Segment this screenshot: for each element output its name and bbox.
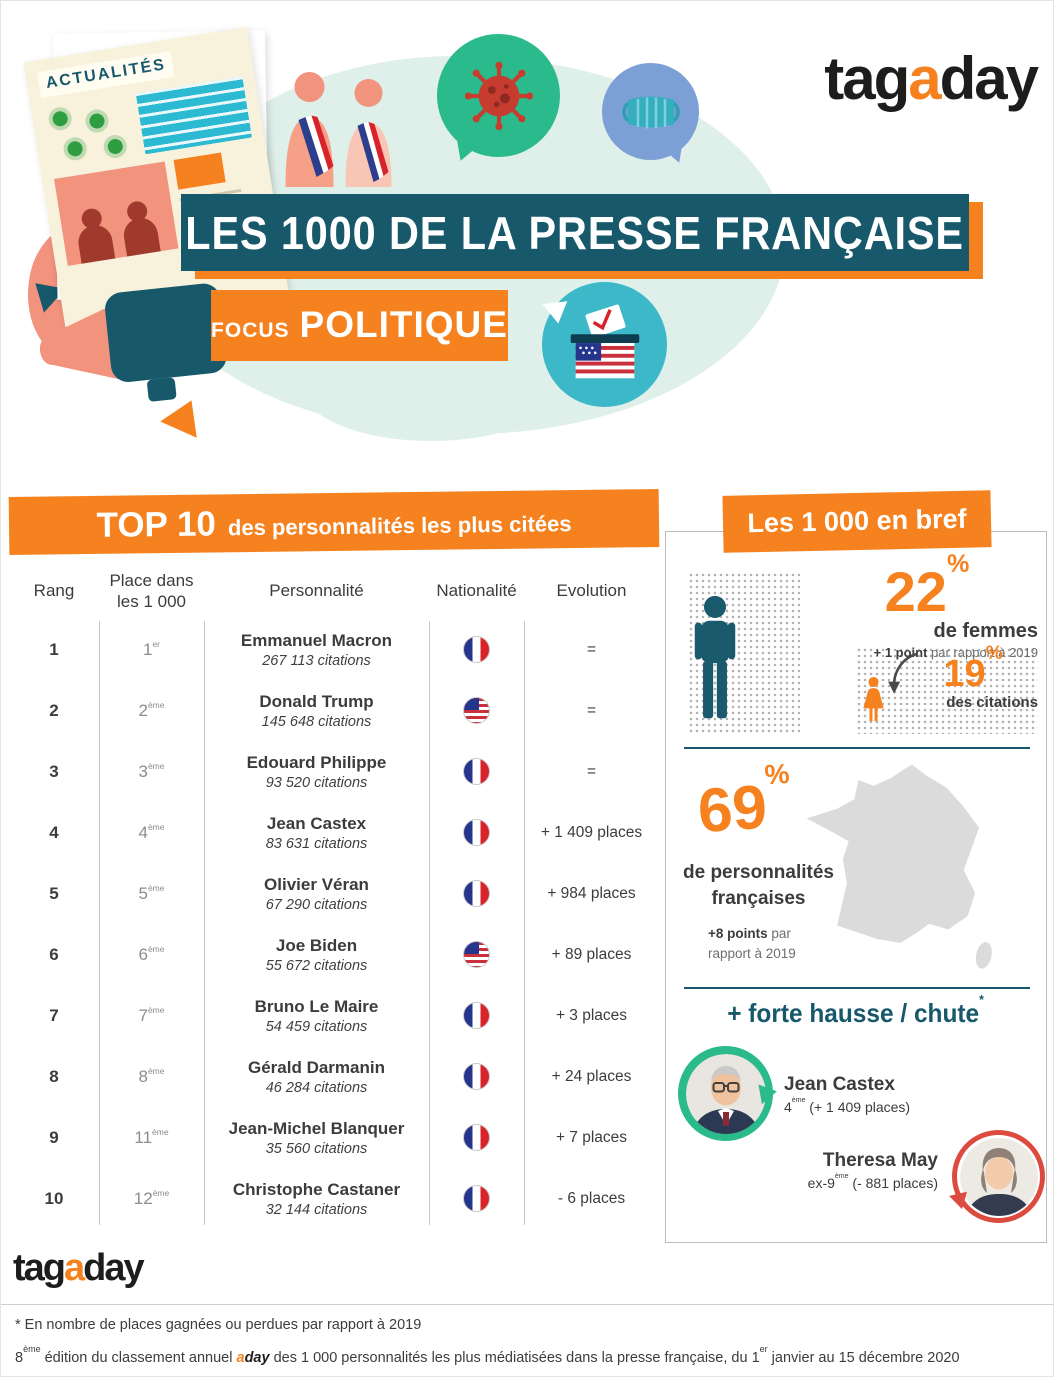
french-percentage: 69% [695,758,791,847]
flag-icon [463,941,490,968]
flag-icon [463,880,490,907]
women-note: + 1 point par rapport à 2019 [873,645,1038,660]
french-label: de personnalités françaises [683,862,834,909]
citations-percentage: 19% [943,643,1003,695]
flag-icon [463,1002,490,1029]
flag-icon [463,1185,490,1212]
top10-subtitle: des personnalités les plus citées [227,511,572,541]
column-header-personnalite: Personnalité [269,581,364,601]
castex-name: Jean Castex [784,1074,895,1095]
theresa-may-photo [959,1137,1038,1216]
may-highlight: Theresa May ex-9ème (- 881 places) [786,1150,938,1191]
flag-icon [463,1124,490,1151]
focus-title: POLITIQUE [299,304,508,345]
may-name: Theresa May [822,1150,938,1171]
flag-icon [463,636,490,663]
women-stat: 22% de femmes + 1 point par rapport à 20… [816,550,1039,660]
column-header-place: Place dans les 1 000 [109,570,194,611]
footnote-asterisk: * En nombre de places gagnées ou perdues… [15,1317,422,1333]
women-label: de femmes [933,620,1039,642]
women-percentage: 22% [884,550,970,623]
top10-title-banner: TOP 10 des personnalités les plus citées [8,489,660,555]
separator-line [684,987,1030,989]
column-separator [524,621,525,1225]
man-icon [694,595,736,719]
couple-icon [285,72,392,187]
separator-line [684,747,1030,749]
flag-icon [463,1063,490,1090]
may-highlight-bubble [952,1130,1045,1223]
column-header-evolution: Evolution [556,581,627,601]
citations-stat: 19% des citations [908,643,1038,711]
footer-divider [1,1304,1053,1305]
main-title: LES 1000 DE LA PRESSE FRANÇAISE [185,206,965,259]
megaphone-icon [39,283,227,402]
column-header-nationalite: Nationalité [436,581,517,601]
flag-icon [463,697,490,724]
column-header-rang: Rang [33,581,75,601]
flag-icon [463,758,490,785]
may-detail: ex-9ème (- 881 places) [807,1172,938,1191]
footer-tagaday-logo: tagaday [13,1247,145,1289]
virus-speech-bubble [437,34,560,157]
column-separator [204,621,205,1225]
mask-speech-bubble [602,63,699,160]
brief-panel: 22% de femmes + 1 point par rapport à 20… [665,531,1047,1243]
column-separator [99,621,100,1225]
newspaper-article-block [135,76,253,155]
hausse-chute-title: + forte hausse / chute* [727,991,985,1028]
jean-castex-photo [685,1053,766,1134]
brief-title: Les 1 000 en bref [747,503,967,539]
woman-icon [863,676,884,722]
curved-arrow-icon [888,652,918,694]
focus-label: FOCUS [211,319,290,342]
french-note: +8 points par rapport à 2019 [708,926,796,961]
virus-icon [464,61,533,130]
newspaper-photo-block [54,161,179,266]
brief-title-banner: Les 1 000 en bref [722,490,992,553]
top10-title: TOP 10 [96,504,217,545]
castex-highlight-bubble [678,1046,773,1141]
logo-accent-a: a [908,45,941,112]
column-separator [429,621,430,1225]
citations-label: des citations [946,694,1038,711]
tagaday-logo: tagaday [824,45,1039,112]
footnote-edition: 8ème édition du classement annuel aday d… [15,1343,960,1366]
castex-detail: 4ème (+ 1 409 places) [784,1096,911,1115]
france-map-icon [806,764,992,969]
logo-accent-a: a [64,1247,85,1289]
table-header: Rang Place dans les 1 000 Personnalité Na… [9,563,659,619]
face-mask-icon [621,96,680,128]
top10-table: Rang Place dans les 1 000 Personnalité Na… [9,563,659,1229]
ballot-speech-circle [542,282,667,407]
focus-banner: FOCUS POLITIQUE [211,290,508,361]
main-title-banner: LES 1000 DE LA PRESSE FRANÇAISE [181,194,969,271]
flag-icon [463,819,490,846]
dots-pattern [856,647,1038,734]
newspaper-virus-doodles [43,94,138,169]
ballot-box-icon [570,304,639,378]
table-body: 1 1 er Emmanuel Macron 267 113 citations =… [9,619,659,1229]
castex-highlight: Jean Castex 4ème (+ 1 409 places) [784,1074,910,1115]
